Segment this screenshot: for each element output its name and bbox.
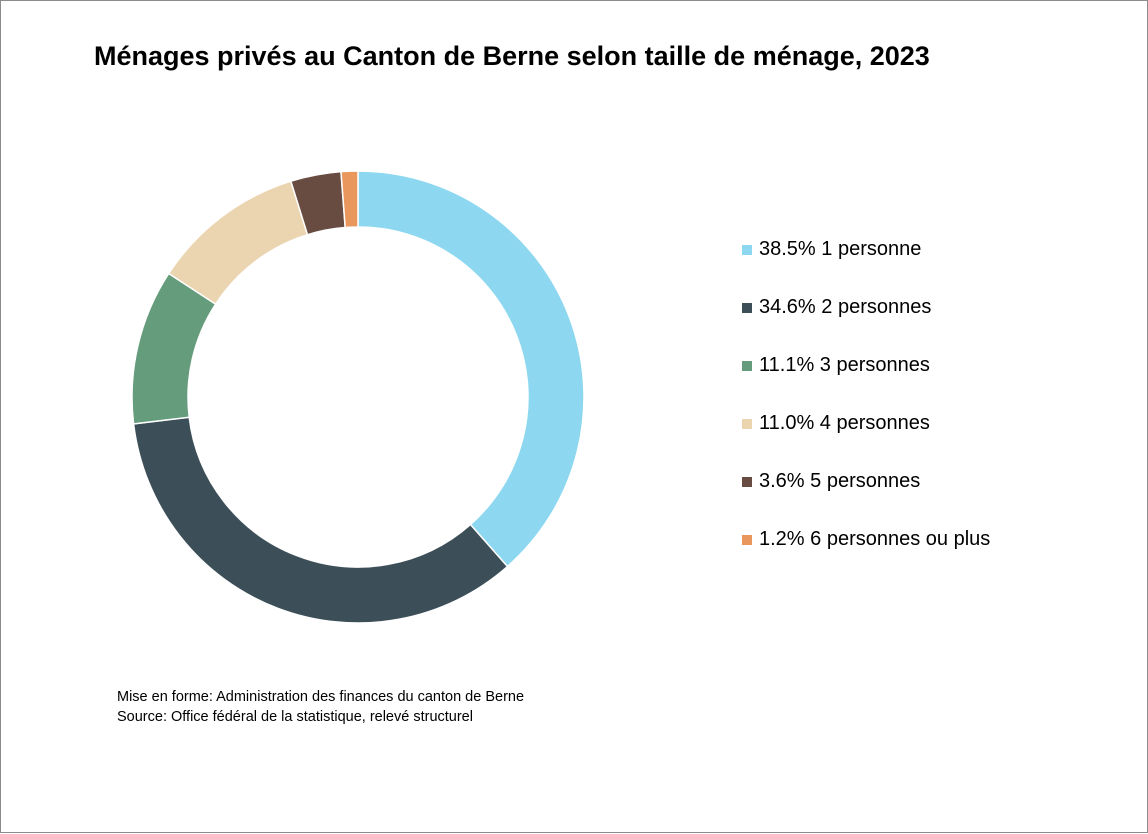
- chart-title: Ménages privés au Canton de Berne selon …: [94, 41, 930, 71]
- donut-slice-2: [132, 416, 509, 624]
- legend-swatch: [742, 535, 752, 545]
- source-note: Source: Office fédéral de la statistique…: [117, 709, 473, 725]
- legend-swatch: [742, 303, 752, 313]
- legend-swatch: [742, 361, 752, 371]
- donut-slice-4: [167, 180, 309, 306]
- legend-label: 11.1% 3 personnes: [759, 354, 930, 376]
- legend-label: 34.6% 2 personnes: [759, 296, 932, 318]
- donut-slice-6: [340, 170, 359, 229]
- legend-label: 1.2% 6 personnes ou plus: [759, 528, 991, 550]
- legend-swatch: [742, 245, 752, 255]
- legend-label: 38.5% 1 personne: [759, 238, 922, 260]
- donut-slice-1: [357, 170, 585, 568]
- credit-note: Mise en forme: Administration des financ…: [117, 689, 525, 705]
- legend-label: 11.0% 4 personnes: [759, 412, 930, 434]
- legend-swatch: [742, 477, 752, 487]
- legend-swatch: [742, 419, 752, 429]
- chart-footer: Mise en forme: Administration des financ…: [117, 687, 524, 727]
- legend-label: 3.6% 5 personnes: [759, 470, 921, 492]
